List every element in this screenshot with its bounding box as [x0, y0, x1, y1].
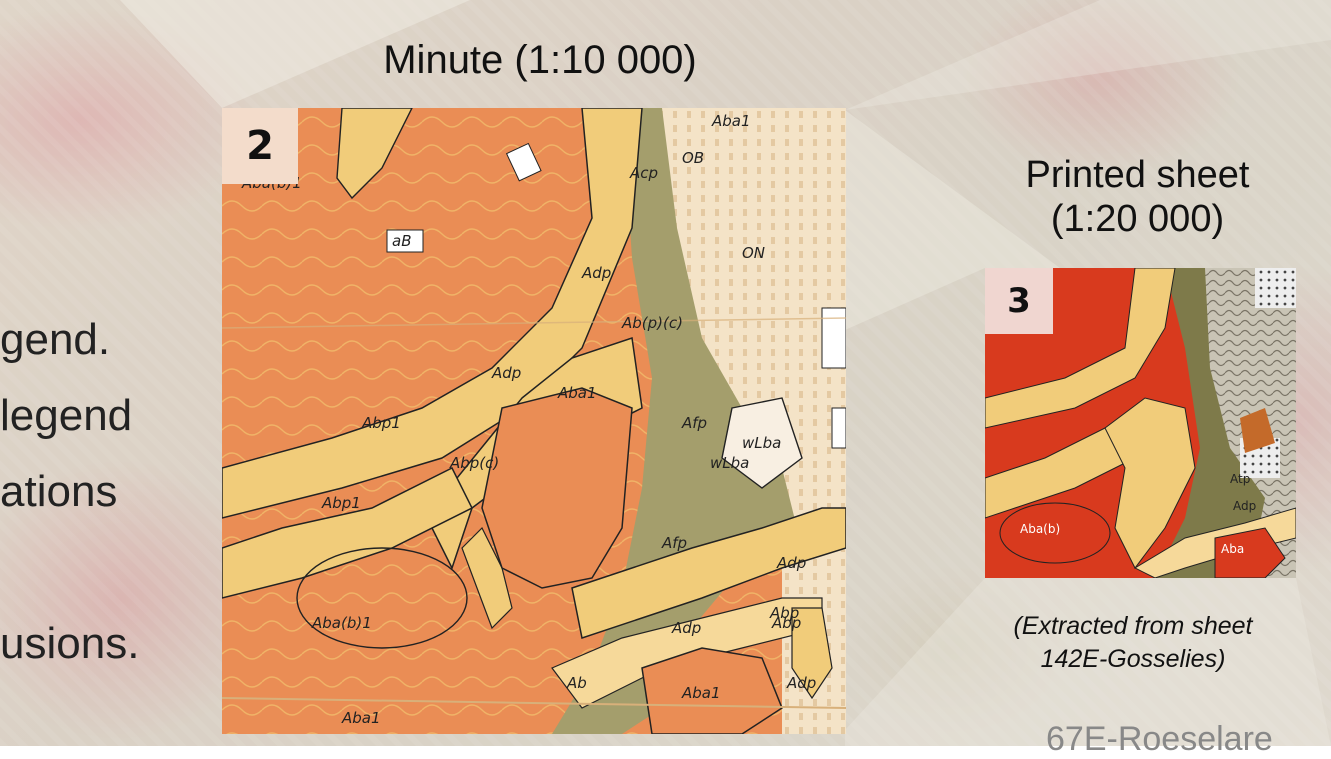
left-text-line-2: legend	[0, 391, 133, 440]
printed-label-2: Adp	[1233, 499, 1256, 513]
minute-title: Minute (1:10 000)	[383, 38, 697, 82]
minute-label-16: Aba(b)1	[311, 614, 372, 632]
minute-label-15: Adp	[776, 554, 806, 572]
minute-label-20: Aba1	[681, 684, 721, 702]
minute-label-21: Adp	[786, 674, 816, 692]
minute-label-10: Acp	[629, 164, 658, 182]
minute-label-7: Ab(p)(c)	[621, 314, 683, 332]
minute-label-5: Abp1	[361, 414, 401, 432]
minute-label-24: aB	[392, 232, 411, 250]
minute-label-13: wLba	[742, 434, 781, 452]
minute-label-8: Abp(c)	[449, 454, 499, 472]
minute-badge: 2	[222, 108, 298, 184]
minute-label-23: OB	[682, 149, 704, 167]
left-text-line-4: usions.	[0, 619, 140, 668]
printed-label-4: Aba	[1221, 542, 1244, 556]
caption-line-2: 142E-Gosselies)	[1040, 644, 1226, 673]
printed-title-line-2: (1:20 000)	[1050, 197, 1225, 240]
minute-label-9: Aba1	[557, 384, 597, 402]
footer-label: 67E-Roeselare	[1046, 720, 1273, 758]
printed-badge: 3	[985, 268, 1053, 334]
printed-label-3: Aba(b)	[1020, 522, 1060, 536]
printed-title-line-1: Printed sheet	[1025, 154, 1250, 196]
minute-label-11: Afp	[681, 414, 707, 432]
minute-label-18: Adp	[671, 619, 701, 637]
minute-label-26: Abp	[769, 604, 799, 622]
minute-label-2: Adp	[581, 264, 611, 282]
minute-label-3: Adp	[491, 364, 521, 382]
left-text-line-3: ations	[0, 467, 118, 516]
minute-map: Aba(b)1 Adp Adp Aba1 Abp1 Abp1 Ab(p)(c) …	[222, 108, 846, 734]
printed-map: Atp Adp Aba(b) Aba 3	[985, 268, 1296, 578]
minute-label-19: Abp	[771, 614, 801, 632]
printed-label-1: Atp	[1230, 472, 1250, 486]
left-text-line-1: gend.	[0, 315, 111, 364]
minute-label-17: Aba1	[341, 709, 381, 727]
minute-label-6: Abp1	[321, 494, 361, 512]
caption-line-1: (Extracted from sheet	[1013, 612, 1253, 640]
minute-label-4: Aba1	[711, 112, 751, 130]
printed-title: Printed sheet (1:20 000)	[985, 154, 1290, 241]
minute-label-25: ON	[742, 244, 765, 262]
minute-label-12: Afp	[661, 534, 687, 552]
printed-caption: (Extracted from sheet 142E-Gosselies)	[960, 610, 1306, 675]
minute-label-14: wLba	[710, 454, 749, 472]
minute-label-22: Ab	[566, 674, 587, 692]
